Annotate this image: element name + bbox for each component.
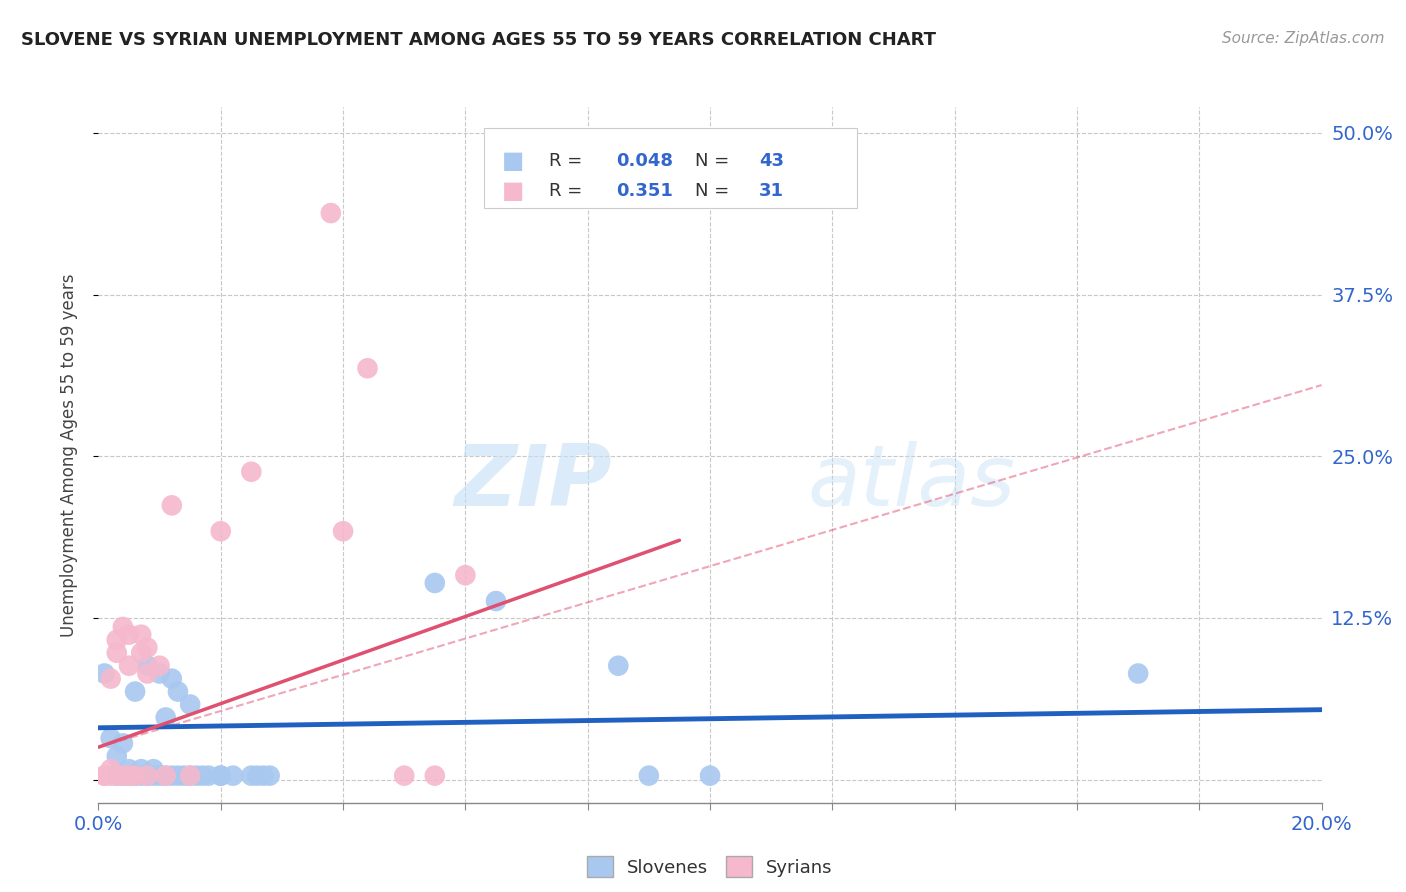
Point <box>136 658 159 673</box>
Point <box>111 620 134 634</box>
Point <box>105 646 128 660</box>
Point <box>118 628 141 642</box>
Point <box>136 640 159 655</box>
Point <box>259 769 281 783</box>
Text: 0.351: 0.351 <box>616 182 672 200</box>
Point <box>332 524 354 539</box>
Point <box>186 769 208 783</box>
Point <box>105 769 128 783</box>
Point <box>136 769 159 783</box>
Point <box>699 769 721 783</box>
Point <box>319 206 342 220</box>
Point <box>136 666 159 681</box>
Point <box>100 672 122 686</box>
Text: N =: N = <box>696 182 735 200</box>
Text: SLOVENE VS SYRIAN UNEMPLOYMENT AMONG AGES 55 TO 59 YEARS CORRELATION CHART: SLOVENE VS SYRIAN UNEMPLOYMENT AMONG AGE… <box>21 31 936 49</box>
Point <box>105 749 128 764</box>
Point <box>423 576 446 591</box>
Point <box>179 769 201 783</box>
Point <box>93 769 115 783</box>
Point <box>105 769 128 783</box>
Point <box>167 684 190 698</box>
Point <box>423 769 446 783</box>
Point <box>637 769 661 783</box>
Point <box>118 762 141 776</box>
Point <box>454 568 477 582</box>
Point <box>111 769 134 783</box>
Point <box>136 769 159 783</box>
Point <box>100 731 122 746</box>
Text: 0.048: 0.048 <box>616 152 673 169</box>
Point <box>392 769 416 783</box>
Point <box>191 769 214 783</box>
Point <box>173 769 195 783</box>
FancyBboxPatch shape <box>484 128 856 208</box>
Text: ■: ■ <box>502 149 524 173</box>
Point <box>111 736 134 750</box>
Point <box>160 672 183 686</box>
Point <box>179 698 201 712</box>
Point <box>93 666 115 681</box>
Point <box>167 769 190 783</box>
Point <box>100 769 122 783</box>
Point <box>111 769 134 783</box>
Point <box>129 628 152 642</box>
Point <box>1128 666 1150 681</box>
Point <box>129 762 152 776</box>
Point <box>105 632 128 647</box>
Text: 31: 31 <box>759 182 785 200</box>
Point <box>118 769 141 783</box>
Point <box>155 710 177 724</box>
Point <box>246 769 269 783</box>
Y-axis label: Unemployment Among Ages 55 to 59 years: Unemployment Among Ages 55 to 59 years <box>59 273 77 637</box>
Point <box>252 769 274 783</box>
Point <box>93 769 115 783</box>
Point <box>118 769 141 783</box>
Point <box>124 769 146 783</box>
Point <box>129 769 152 783</box>
Point <box>197 769 219 783</box>
Text: ■: ■ <box>502 178 524 202</box>
Point <box>485 594 508 608</box>
Point <box>607 658 630 673</box>
Point <box>149 769 172 783</box>
Point <box>356 361 378 376</box>
Text: atlas: atlas <box>808 442 1017 524</box>
Point <box>124 769 146 783</box>
Text: N =: N = <box>696 152 735 169</box>
Point <box>160 769 183 783</box>
Point <box>149 658 172 673</box>
Point <box>118 658 141 673</box>
Point <box>160 499 183 513</box>
Text: ZIP: ZIP <box>454 442 612 524</box>
Text: R =: R = <box>548 152 588 169</box>
Point <box>100 762 122 776</box>
Point <box>142 769 165 783</box>
Point <box>209 769 232 783</box>
Point <box>129 646 152 660</box>
Point <box>240 465 263 479</box>
Point <box>149 666 172 681</box>
Point <box>142 762 165 776</box>
Text: R =: R = <box>548 182 588 200</box>
Text: 43: 43 <box>759 152 785 169</box>
Point <box>222 769 245 783</box>
Legend: Slovenes, Syrians: Slovenes, Syrians <box>581 849 839 884</box>
Point <box>209 769 232 783</box>
Point <box>155 769 177 783</box>
Point <box>209 524 232 539</box>
Point <box>240 769 263 783</box>
Point <box>155 769 177 783</box>
Point <box>179 769 201 783</box>
Point <box>124 684 146 698</box>
Text: Source: ZipAtlas.com: Source: ZipAtlas.com <box>1222 31 1385 46</box>
